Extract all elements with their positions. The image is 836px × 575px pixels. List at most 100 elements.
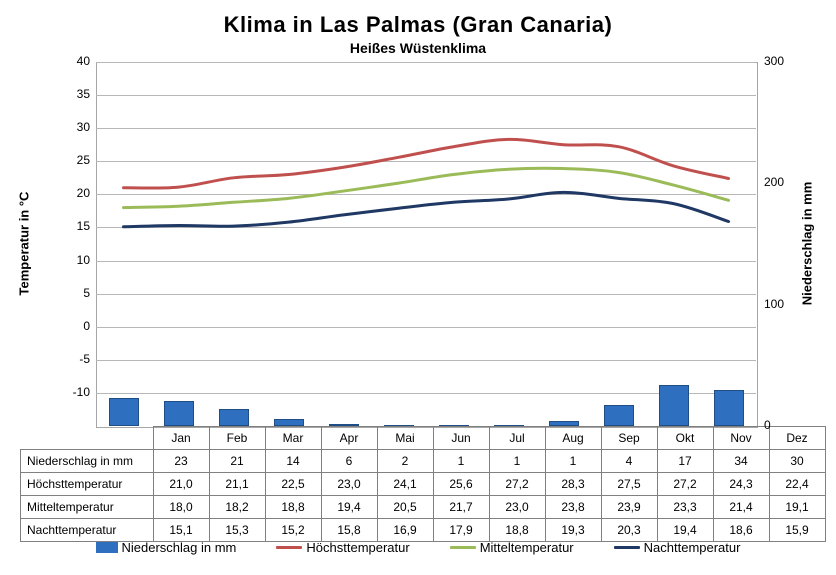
table-cell: 15,3 — [209, 519, 265, 542]
table-cell: 23,0 — [321, 473, 377, 496]
plot-area — [96, 62, 756, 426]
table-cell: 21,7 — [433, 496, 489, 519]
legend-item-night: Nachttemperatur — [614, 540, 741, 555]
table-cell: 21,0 — [153, 473, 209, 496]
precip-bar — [219, 409, 249, 426]
y-left-tick: 35 — [77, 87, 90, 101]
y-right-tick: 300 — [764, 54, 784, 68]
table-cell: 21,1 — [209, 473, 265, 496]
table-cell: 20,3 — [601, 519, 657, 542]
table-cell: 15,9 — [769, 519, 825, 542]
table-cell: 1 — [489, 450, 545, 473]
table-cell: 24,3 — [713, 473, 769, 496]
table-cell: 23,8 — [545, 496, 601, 519]
chart-title: Klima in Las Palmas (Gran Canaria) — [0, 12, 836, 38]
table-row: Niederschlag in mm232114621114173430 — [21, 450, 826, 473]
table-cell: 4 — [601, 450, 657, 473]
month-header: Apr — [321, 427, 377, 450]
table-cell: 1 — [545, 450, 601, 473]
precip-bar — [604, 405, 634, 426]
month-header: Mai — [377, 427, 433, 450]
month-header: Dez — [769, 427, 825, 450]
table-row: Mitteltemperatur18,018,218,819,420,521,7… — [21, 496, 826, 519]
table-cell: 18,6 — [713, 519, 769, 542]
month-header: Jun — [433, 427, 489, 450]
legend-item-precip: Niederschlag in mm — [96, 540, 237, 555]
table-cell: 22,4 — [769, 473, 825, 496]
y-left-tick: 40 — [77, 54, 90, 68]
line-layer — [96, 62, 756, 426]
precip-bar — [164, 401, 194, 426]
table-cell: 6 — [321, 450, 377, 473]
y-left-tick: 25 — [77, 153, 90, 167]
legend-swatch — [276, 546, 302, 549]
table-cell: 18,8 — [489, 519, 545, 542]
y-left-tick: 5 — [83, 286, 90, 300]
row-label: Niederschlag in mm — [21, 450, 154, 473]
y-left-tick: 30 — [77, 120, 90, 134]
table-row: Nachttemperatur15,115,315,215,816,917,91… — [21, 519, 826, 542]
table-cell: 18,8 — [265, 496, 321, 519]
table-cell: 28,3 — [545, 473, 601, 496]
precip-bar — [274, 419, 304, 426]
chart-subtitle: Heißes Wüstenklima — [0, 40, 836, 56]
y-left-tick: 15 — [77, 219, 90, 233]
table-cell: 19,1 — [769, 496, 825, 519]
month-header: Feb — [209, 427, 265, 450]
y-left-tick: 0 — [83, 319, 90, 333]
y-axis-label-right: Niederschlag in mm — [800, 169, 815, 319]
table-cell: 27,2 — [657, 473, 713, 496]
climate-chart: Klima in Las Palmas (Gran Canaria) Heiße… — [0, 0, 836, 575]
table-cell: 16,9 — [377, 519, 433, 542]
precip-bar — [109, 398, 139, 426]
month-header: Aug — [545, 427, 601, 450]
legend: Niederschlag in mm Höchsttemperatur Mittel… — [0, 540, 836, 555]
table-cell: 15,8 — [321, 519, 377, 542]
month-header: Sep — [601, 427, 657, 450]
mid-line — [124, 168, 729, 207]
data-table: JanFebMarAprMaiJunJulAugSepOktNovDezNied… — [20, 426, 826, 542]
table-cell: 24,1 — [377, 473, 433, 496]
legend-label: Nachttemperatur — [644, 540, 741, 555]
row-label: Mitteltemperatur — [21, 496, 154, 519]
y-right-tick: 100 — [764, 297, 784, 311]
table-cell: 22,5 — [265, 473, 321, 496]
high-line — [124, 139, 729, 188]
y-right-tick: 200 — [764, 175, 784, 189]
y-left-tick: -10 — [73, 385, 90, 399]
table-cell: 17 — [657, 450, 713, 473]
legend-item-high: Höchsttemperatur — [276, 540, 409, 555]
table-cell: 27,2 — [489, 473, 545, 496]
legend-item-mid: Mitteltemperatur — [450, 540, 574, 555]
table-cell: 21,4 — [713, 496, 769, 519]
y-left-tick: -5 — [79, 352, 90, 366]
precip-bar — [659, 385, 689, 426]
table-cell: 19,3 — [545, 519, 601, 542]
legend-label: Mitteltemperatur — [480, 540, 574, 555]
month-header: Jul — [489, 427, 545, 450]
table-cell: 17,9 — [433, 519, 489, 542]
y-left-tick: 20 — [77, 186, 90, 200]
legend-swatch — [614, 546, 640, 549]
table-cell: 25,6 — [433, 473, 489, 496]
legend-swatch — [96, 542, 118, 553]
month-header: Okt — [657, 427, 713, 450]
table-cell: 23,0 — [489, 496, 545, 519]
table-cell: 23 — [153, 450, 209, 473]
table-cell: 27,5 — [601, 473, 657, 496]
table-cell: 19,4 — [321, 496, 377, 519]
table-cell: 20,5 — [377, 496, 433, 519]
table-cell: 2 — [377, 450, 433, 473]
table-cell: 18,0 — [153, 496, 209, 519]
row-label: Höchsttemperatur — [21, 473, 154, 496]
table-cell: 14 — [265, 450, 321, 473]
row-label: Nachttemperatur — [21, 519, 154, 542]
y-right-tick: 0 — [764, 418, 771, 432]
month-header: Nov — [713, 427, 769, 450]
table-cell: 1 — [433, 450, 489, 473]
legend-label: Niederschlag in mm — [122, 540, 237, 555]
night-line — [124, 192, 729, 226]
table-row: Höchsttemperatur21,021,122,523,024,125,6… — [21, 473, 826, 496]
y-left-tick: 10 — [77, 253, 90, 267]
table-cell: 23,9 — [601, 496, 657, 519]
